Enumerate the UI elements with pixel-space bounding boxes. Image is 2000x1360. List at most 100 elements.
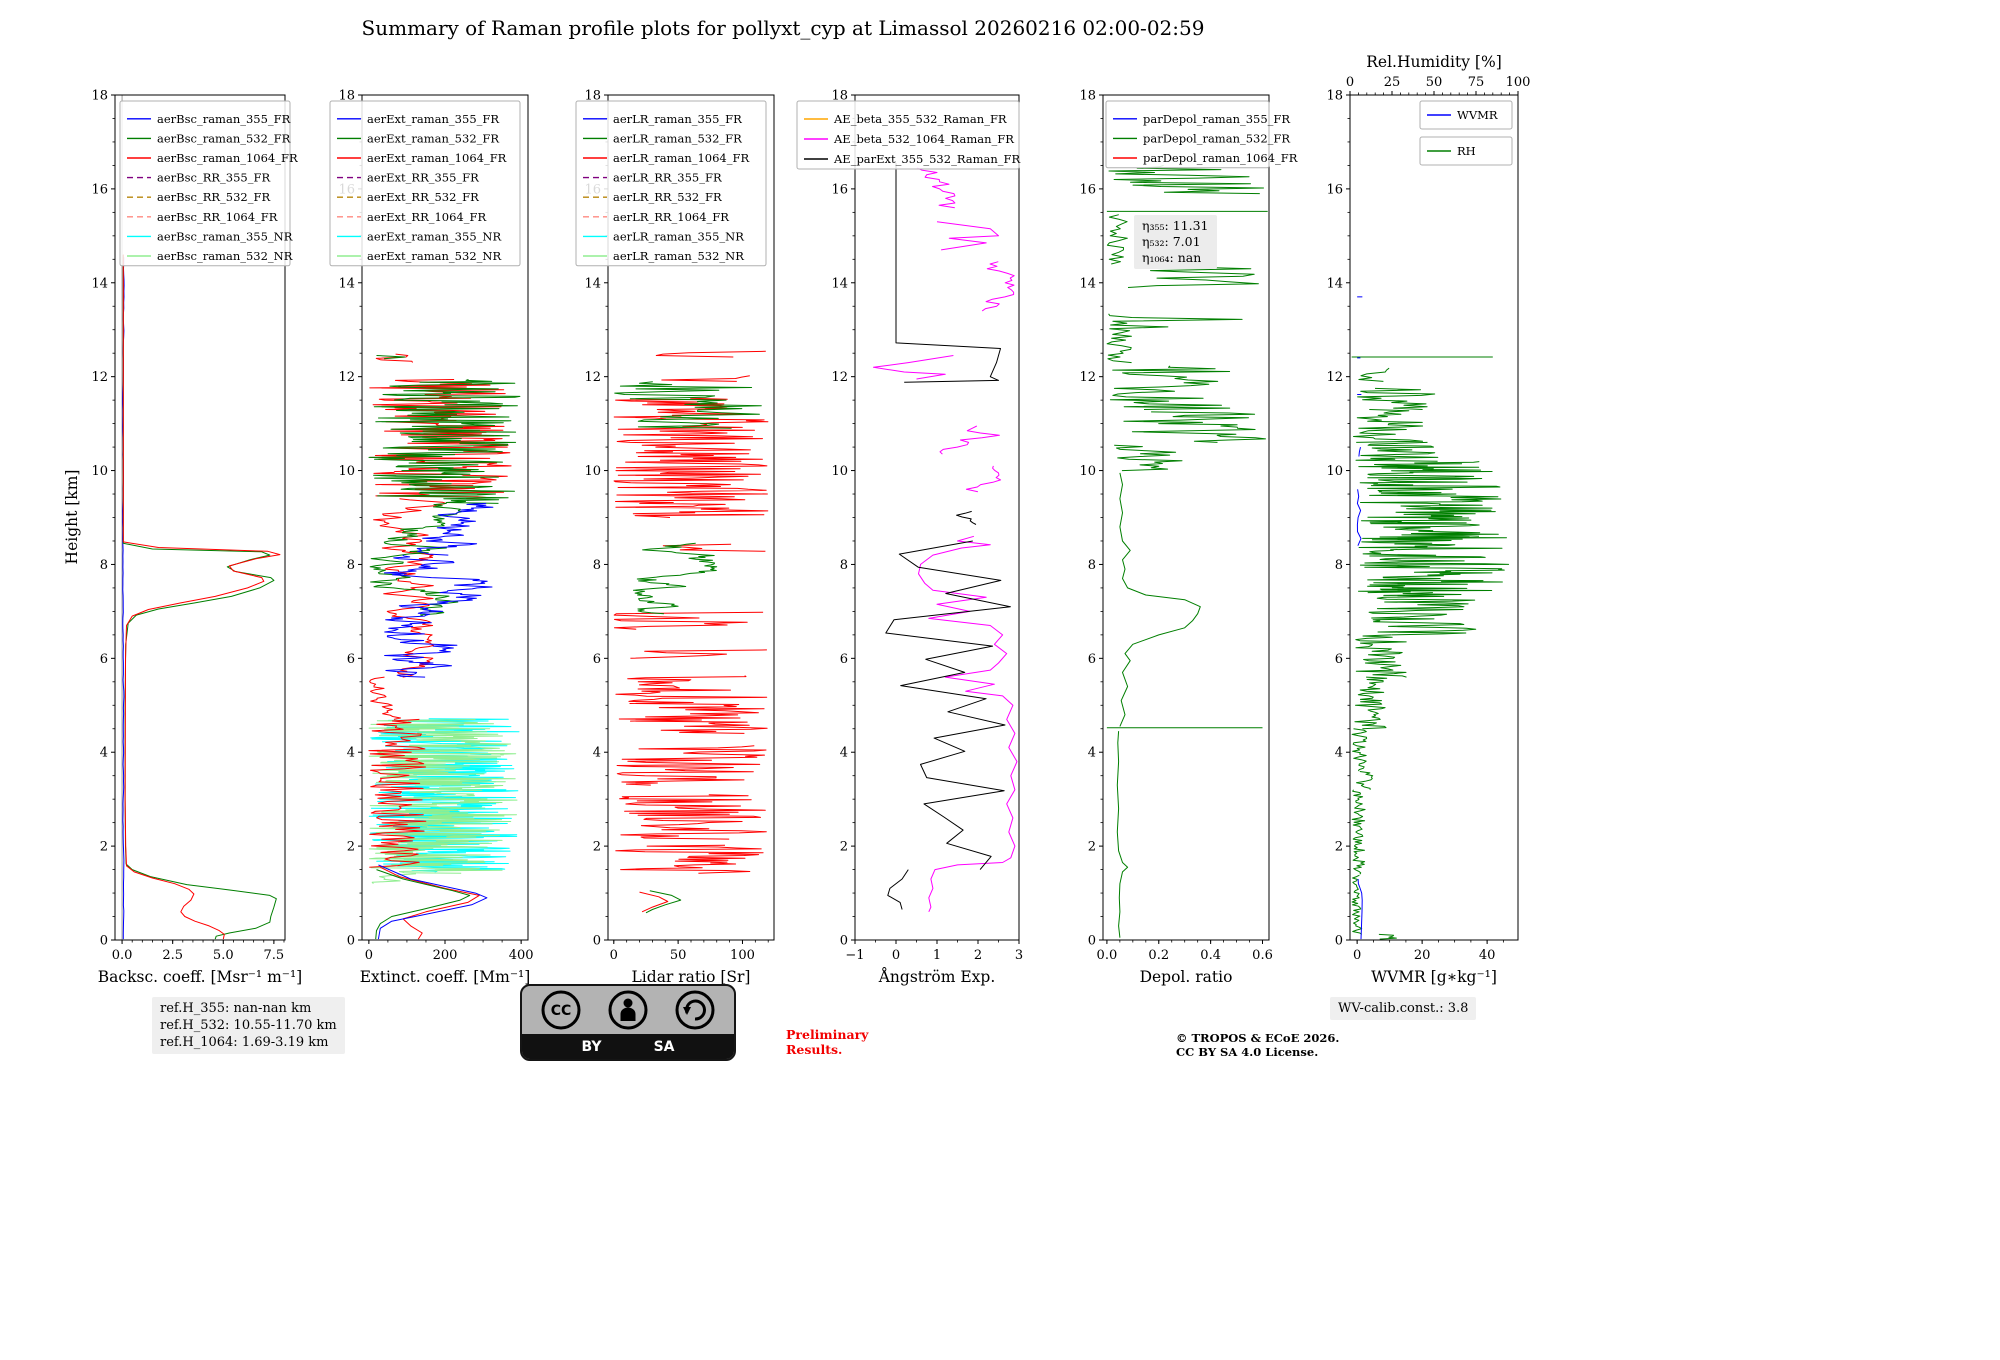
series-aerExt_raman_532_FR (368, 379, 521, 504)
svg-text:0: 0 (347, 934, 355, 949)
svg-text:10: 10 (1326, 464, 1343, 479)
series-aerExt_raman_532_FR (376, 355, 406, 360)
svg-text:aerBsc_raman_532_FR: aerBsc_raman_532_FR (157, 131, 291, 145)
svg-text:14: 14 (831, 276, 848, 291)
series-RH (1355, 441, 1439, 462)
svg-text:parDepol_raman_532_FR: parDepol_raman_532_FR (1143, 131, 1290, 145)
svg-text:aerLR_raman_355_NR: aerLR_raman_355_NR (613, 229, 744, 243)
series-aerLR_raman_1064_FR (655, 350, 766, 358)
svg-text:aerExt_RR_532_FR: aerExt_RR_532_FR (367, 190, 479, 204)
series-RH (1368, 592, 1477, 636)
top-axis-label: Rel.Humidity [%] (1366, 53, 1502, 71)
cc-icons-art: CC (541, 990, 715, 1030)
series-aerLR_raman_532_FR (614, 381, 762, 429)
series-aerExt_raman_1064_FR (369, 676, 401, 720)
svg-text:parDepol_raman_1064_FR: parDepol_raman_1064_FR (1143, 151, 1298, 165)
series-RH (1378, 933, 1397, 940)
series-aerLR_raman_1064_FR (615, 675, 768, 734)
svg-text:aerLR_RR_532_FR: aerLR_RR_532_FR (613, 190, 722, 204)
svg-text:aerLR_raman_1064_FR: aerLR_raman_1064_FR (613, 151, 749, 165)
cc-license-badge: CC BY SA (520, 984, 736, 1061)
svg-text:2: 2 (840, 840, 848, 855)
svg-text:aerExt_raman_355_FR: aerExt_raman_355_FR (367, 112, 499, 126)
svg-text:0: 0 (610, 948, 618, 963)
cc-license-labels: BY SA (522, 1034, 734, 1059)
svg-text:100: 100 (1506, 75, 1531, 90)
svg-text:10: 10 (1079, 464, 1096, 479)
series-aerExt_raman_355_FR (383, 554, 493, 678)
series-aerExt_raman_532_NR (368, 719, 518, 874)
svg-text:0.0: 0.0 (1097, 948, 1118, 963)
svg-text:aerExt_raman_1064_FR: aerExt_raman_1064_FR (367, 151, 507, 165)
svg-text:AE_beta_355_532_Raman_FR: AE_beta_355_532_Raman_FR (833, 112, 1007, 126)
xlabel-depol: Depol. ratio (1140, 968, 1233, 986)
series-parDepol_raman_532_FR (1123, 411, 1266, 443)
series-aerLR_raman_1064_FR (661, 375, 750, 382)
svg-text:50: 50 (1426, 75, 1443, 90)
svg-text:400: 400 (509, 948, 534, 963)
xlabel-wvmr: WVMR [g∗kg⁻¹] (1371, 968, 1497, 986)
svg-text:aerBsc_raman_355_NR: aerBsc_raman_355_NR (157, 229, 293, 243)
svg-text:aerBsc_raman_532_NR: aerBsc_raman_532_NR (157, 249, 293, 263)
svg-text:aerBsc_RR_355_FR: aerBsc_RR_355_FR (157, 171, 270, 185)
reference-height-box: ref.H_355: nan-nan km ref.H_532: 10.55-1… (152, 997, 345, 1054)
svg-text:AE_parExt_355_532_Raman_FR: AE_parExt_355_532_Raman_FR (833, 152, 1020, 166)
series-aerExt_raman_532_FR (375, 869, 471, 940)
svg-text:100: 100 (730, 948, 755, 963)
series-parDepol_raman_532_FR (1119, 472, 1201, 727)
panel-extinction: 0246810121416180200400Extinct. coeff. [M… (329, 89, 534, 986)
xlabel-angstroem: Ångström Exp. (878, 968, 996, 986)
svg-text:8: 8 (100, 558, 108, 573)
series-parDepol_raman_532_FR (1127, 266, 1259, 288)
svg-text:8: 8 (1088, 558, 1096, 573)
cc-by-label: BY (581, 1038, 602, 1055)
series-AE_beta_532_1064_Raman_FR (939, 425, 1000, 455)
series-RH (1353, 409, 1424, 443)
series-RH (1351, 874, 1363, 935)
svg-text:0: 0 (100, 934, 108, 949)
svg-text:2: 2 (347, 840, 355, 855)
svg-text:10: 10 (584, 464, 601, 479)
svg-text:18: 18 (831, 89, 848, 104)
series-AE_beta_532_1064_Raman_FR (916, 167, 956, 209)
svg-text:3: 3 (1015, 948, 1023, 963)
svg-text:2.5: 2.5 (162, 948, 183, 963)
svg-text:18: 18 (91, 89, 108, 104)
svg-text:WVMR: WVMR (1457, 108, 1498, 122)
svg-text:aerLR_RR_355_FR: aerLR_RR_355_FR (613, 171, 722, 185)
legend-backscatter: aerBsc_raman_355_FR aerBsc_raman_532_FRae… (119, 100, 298, 267)
series-AE_parExt_355_532_Raman_FR (895, 163, 1001, 383)
series-aerExt_raman_355_FR (377, 864, 488, 940)
svg-text:aerLR_raman_355_FR: aerLR_raman_355_FR (613, 112, 742, 126)
series-aerBsc_raman_1064_FR (122, 254, 281, 940)
svg-text:2: 2 (974, 948, 982, 963)
svg-text:4: 4 (347, 746, 355, 761)
svg-text:12: 12 (1079, 370, 1096, 385)
svg-text:0: 0 (365, 948, 373, 963)
series-WVMR (1356, 489, 1362, 546)
svg-text:5.0: 5.0 (213, 948, 234, 963)
series-aerLR_raman_532_FR (633, 542, 718, 615)
svg-text:aerExt_raman_532_NR: aerExt_raman_532_NR (367, 249, 501, 263)
svg-text:14: 14 (1326, 276, 1343, 291)
svg-text:10: 10 (338, 464, 355, 479)
svg-text:14: 14 (91, 276, 108, 291)
series-AE_parExt_355_532_Raman_FR (956, 510, 977, 525)
cc-sa-label: SA (653, 1038, 675, 1055)
panel-backscatter: 0 2 4 6 8 10 12 14 16 18 0.0 2.5 5.0 7.5 Backsc. coeff… (91, 89, 302, 987)
svg-text:12: 12 (1326, 370, 1343, 385)
svg-text:4: 4 (100, 746, 108, 761)
ref-h-1064: ref.H_1064: 1.69-3.19 km (160, 1035, 329, 1050)
svg-text:0.6: 0.6 (1252, 948, 1273, 963)
series-parDepol_raman_532_FR (1109, 365, 1231, 410)
copyright-note: © TROPOS & ECoE 2026. CC BY SA 4.0 Licen… (1176, 1031, 1340, 1059)
series-aerLR_raman_1064_FR (613, 397, 769, 518)
series-AE_beta_532_1064_Raman_FR (981, 261, 1015, 312)
series-RH (1351, 789, 1366, 875)
series-WVMR (1357, 878, 1363, 940)
series-parDepol_raman_532_FR (1106, 214, 1128, 265)
svg-text:7.5: 7.5 (264, 948, 285, 963)
series-RH (1358, 461, 1502, 537)
svg-text:2: 2 (1335, 840, 1343, 855)
